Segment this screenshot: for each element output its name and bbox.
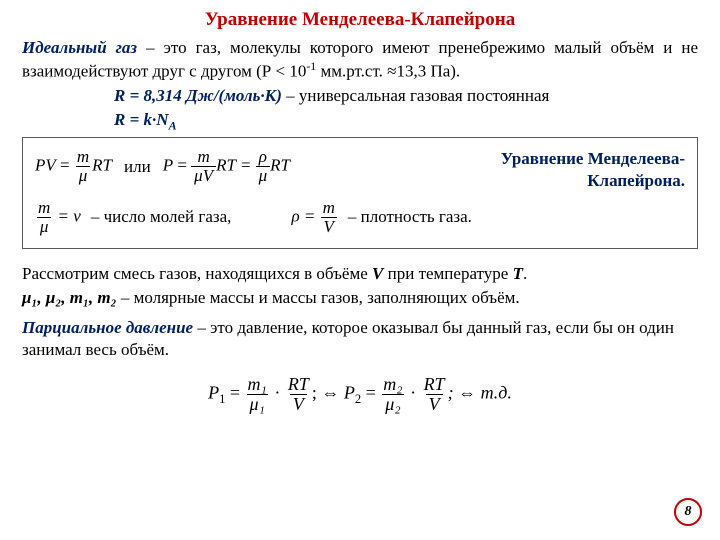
gas-constant-line-2: R = k·NA — [114, 109, 698, 134]
text: = — [173, 156, 191, 175]
moles-label: – число молей газа, — [91, 206, 232, 228]
text: R = k·N — [114, 110, 169, 129]
partial-pressure-def: Парциальное давление – это давление, кот… — [22, 317, 698, 361]
text: μ — [256, 166, 271, 185]
text: RT — [285, 375, 312, 394]
text: · — [406, 383, 421, 403]
text: m — [74, 148, 92, 166]
text: – универсальная газовая постоянная — [282, 86, 549, 105]
ideal-gas-term: Идеальный газ — [22, 38, 137, 57]
subscript: A — [169, 118, 177, 132]
mixture-line-1: Рассмотрим смесь газов, находящихся в об… — [22, 263, 698, 285]
page-number: 8 — [685, 503, 692, 521]
text: P — [208, 383, 219, 403]
text: V — [426, 394, 443, 414]
text: – молярные массы и массы газов, заполняю… — [117, 288, 520, 307]
equation-box: Уравнение Менделеева- Клапейрона. PV = m… — [22, 137, 698, 248]
eq-moles: mμ = ν — [35, 199, 81, 236]
equation-row-2: mμ = ν – число молей газа, ρ = mV – плот… — [35, 199, 685, 236]
symbol-T: T — [513, 264, 523, 283]
text: PV — [35, 156, 56, 175]
text: μ₂ — [382, 394, 403, 414]
text: при температуре — [383, 264, 512, 283]
text: m₂ — [380, 375, 405, 394]
text: μV — [191, 166, 216, 185]
text: RT — [421, 375, 448, 394]
ideal-gas-definition: Идеальный газ – это газ, молекулы которо… — [22, 37, 698, 83]
text: ; ⇔ — [312, 383, 344, 403]
text: Рассмотрим смесь газов, находящихся в об… — [22, 264, 372, 283]
symbols: μ₁, μ₂, m₁, m₂ — [22, 288, 117, 307]
exponent: -1 — [306, 59, 316, 73]
text: μ₁ — [247, 394, 268, 414]
text: μ — [37, 217, 52, 236]
eq-pv: PV = mμRT — [35, 148, 112, 185]
or-word: или — [124, 156, 151, 178]
text: ; ⇔ т.д. — [448, 383, 512, 403]
text: m — [194, 148, 212, 166]
text: P — [163, 156, 173, 175]
mixture-line-2: μ₁, μ₂, m₁, m₂ – молярные массы и массы … — [22, 287, 698, 309]
text: P — [344, 383, 355, 403]
partial-term: Парциальное давление — [22, 318, 193, 337]
gas-constant-line-1: R = 8,314 Дж/(моль·К) – универсальная га… — [114, 85, 698, 107]
bottom-equation: P1 = m₁μ₁ · RTV; ⇔ P2 = m₂μ₂ · RTV; ⇔ т.… — [22, 375, 698, 414]
text: ρ = — [291, 206, 319, 225]
text: . — [523, 264, 527, 283]
equation-caption: Уравнение Менделеева- Клапейрона. — [485, 148, 685, 191]
text: ρ — [256, 148, 270, 166]
page-number-badge: 8 — [674, 498, 702, 526]
density-label: – плотность газа. — [348, 206, 472, 228]
text: Уравнение Менделеева- — [485, 148, 685, 169]
text: мм.рт.ст. ≈13,3 Па). — [316, 61, 460, 80]
symbol-V: V — [372, 264, 383, 283]
text: = — [56, 156, 74, 175]
text: RT — [92, 156, 112, 175]
text: RT — [270, 156, 290, 175]
text: m — [35, 199, 53, 217]
text: m — [320, 199, 338, 217]
page-title: Уравнение Менделеева-Клапейрона — [22, 8, 698, 33]
eq-p: P = mμVRT = ρμRT — [163, 148, 290, 185]
text: m₁ — [245, 375, 270, 394]
eq-density: ρ = mV — [291, 199, 337, 236]
R-value: R = 8,314 Дж/(моль·К) — [114, 86, 282, 105]
text: = — [361, 383, 380, 403]
text: – — [137, 38, 164, 57]
text: = ν — [53, 206, 81, 225]
text: · — [270, 383, 285, 403]
text: V — [321, 217, 337, 236]
text: = — [225, 383, 244, 403]
text: μ — [76, 166, 91, 185]
text: Клапейрона. — [485, 170, 685, 191]
text: RT = — [216, 156, 256, 175]
text: V — [290, 394, 307, 414]
